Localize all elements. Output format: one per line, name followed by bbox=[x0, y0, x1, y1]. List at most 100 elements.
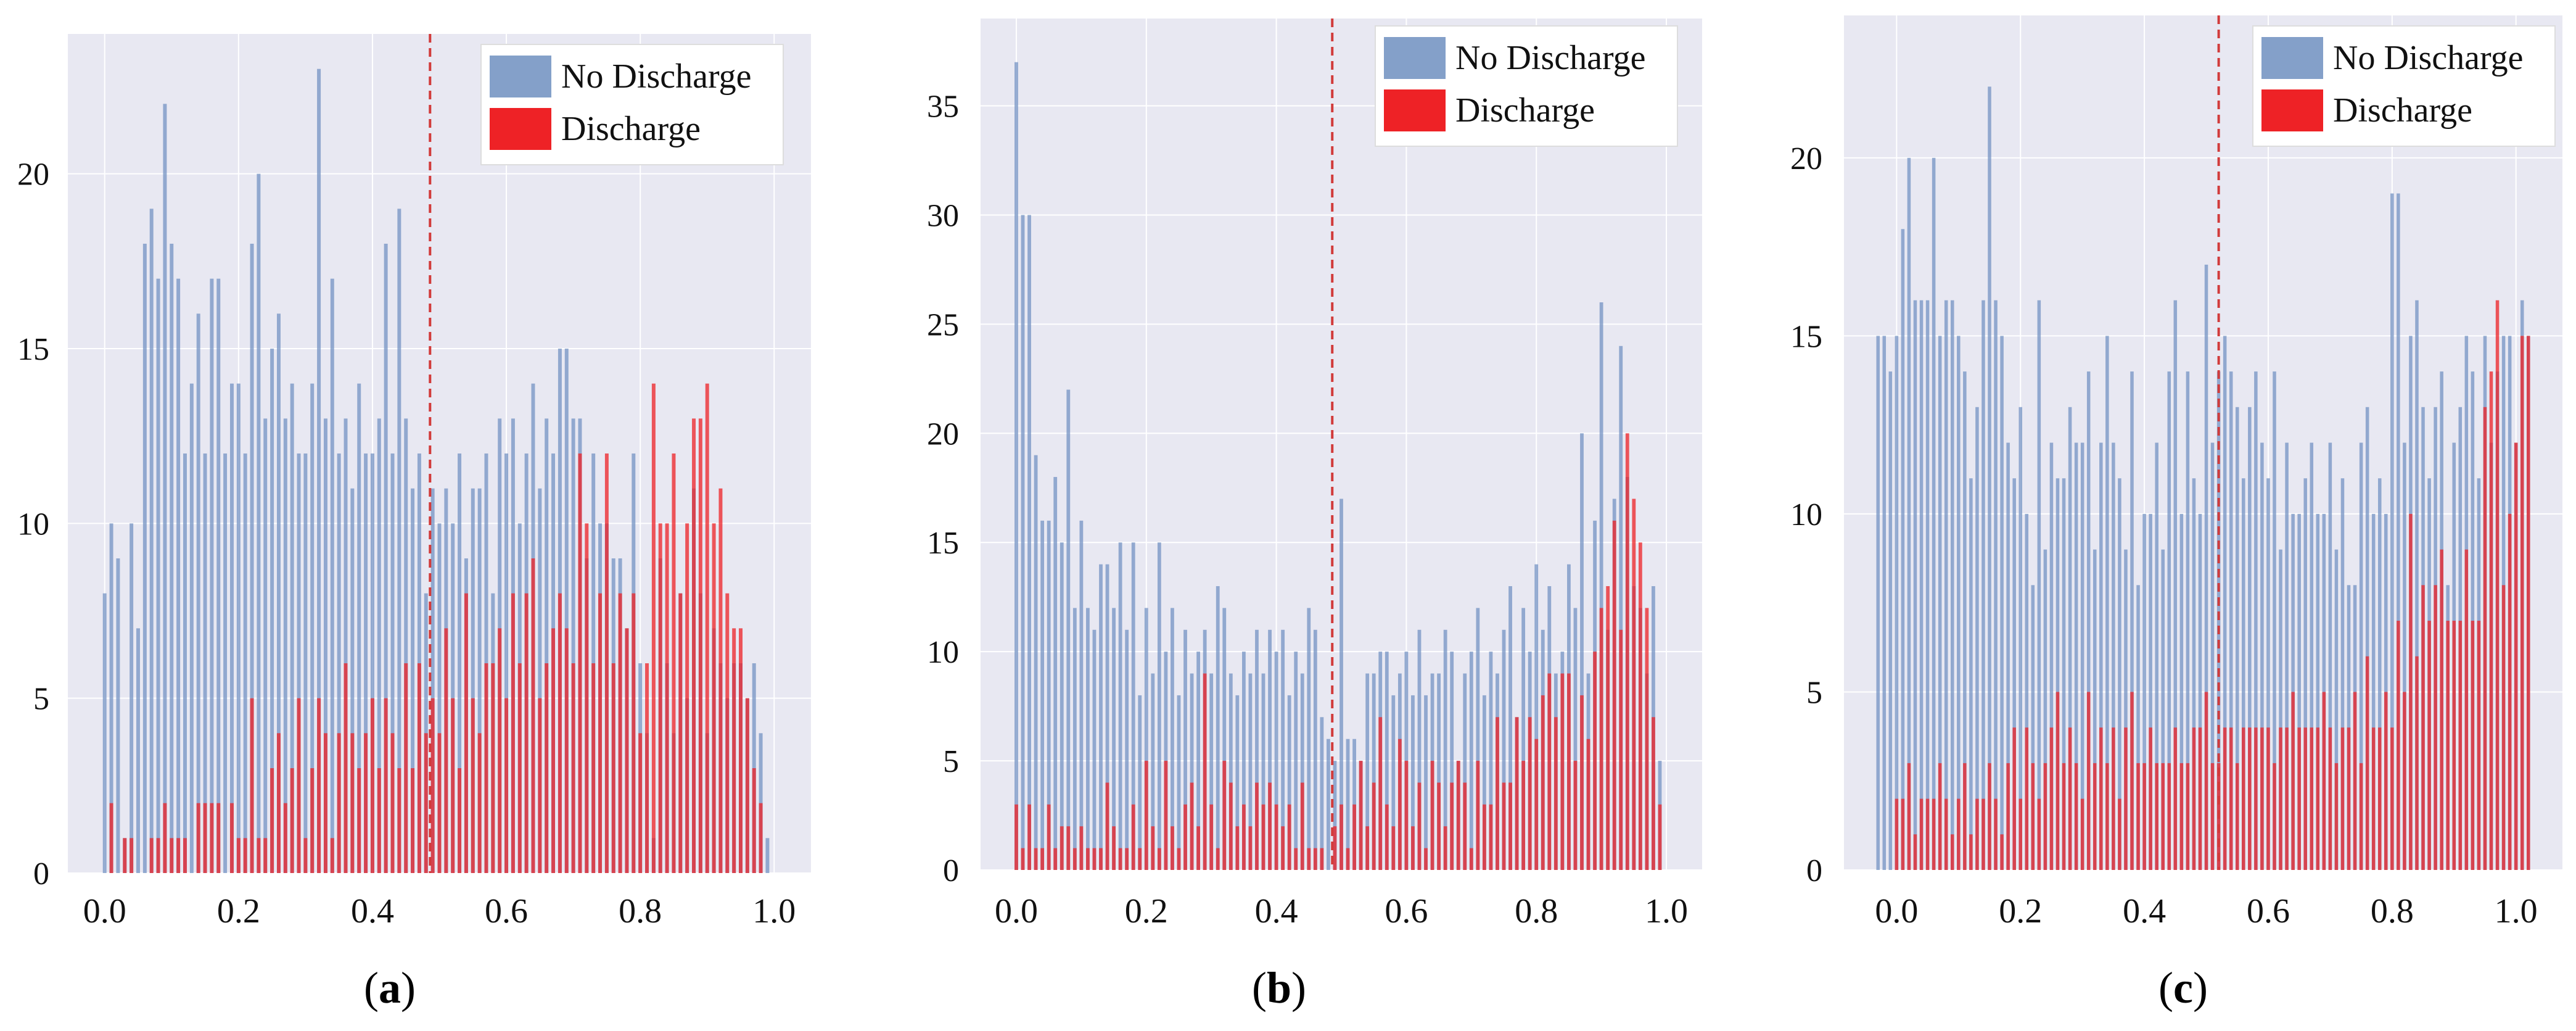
bar-c-no-discharge-2 bbox=[1888, 371, 1893, 870]
bar-b-no-discharge-69 bbox=[1463, 673, 1467, 870]
bar-c-discharge-83 bbox=[2390, 727, 2394, 870]
bar-a-discharge-86 bbox=[678, 593, 683, 873]
bar-a-discharge-40 bbox=[370, 698, 374, 873]
bar-b-discharge-35 bbox=[1241, 804, 1246, 870]
bar-a-no-discharge-14 bbox=[196, 313, 200, 873]
bar-a-no-discharge-19 bbox=[229, 383, 234, 873]
series-a-discharge bbox=[109, 383, 763, 873]
bar-a-no-discharge-42 bbox=[384, 244, 388, 873]
bar-a-no-discharge-20 bbox=[236, 383, 241, 873]
bar-a-discharge-79 bbox=[632, 593, 636, 873]
bar-b-discharge-97 bbox=[1645, 608, 1649, 870]
bar-a-discharge-88 bbox=[692, 418, 696, 873]
x-tick-label-a-5: 1.0 bbox=[752, 892, 796, 930]
bar-c-discharge-27 bbox=[2043, 763, 2047, 870]
bar-b-discharge-79 bbox=[1528, 717, 1532, 870]
bar-b-discharge-70 bbox=[1469, 848, 1473, 870]
y-tick-label-a-2: 10 bbox=[17, 507, 49, 542]
bar-c-discharge-15 bbox=[1969, 834, 1973, 870]
x-tick-label-b-4: 0.8 bbox=[1515, 892, 1558, 930]
bar-c-discharge-35 bbox=[2092, 763, 2097, 870]
bar-c-no-discharge-18 bbox=[1988, 86, 1991, 871]
bar-a-no-discharge-45 bbox=[404, 418, 408, 873]
bar-c-no-discharge-56 bbox=[2223, 336, 2227, 870]
bar-c-no-discharge-6 bbox=[1913, 300, 1917, 871]
bar-a-no-discharge-6 bbox=[142, 244, 147, 873]
bar-c-discharge-84 bbox=[2397, 621, 2400, 870]
bar-b-no-discharge-47 bbox=[1320, 717, 1324, 870]
bar-b-no-discharge-5 bbox=[1047, 520, 1051, 870]
bar-a-discharge-73 bbox=[591, 663, 596, 873]
bar-a-discharge-7 bbox=[149, 838, 154, 873]
bar-a-discharge-98 bbox=[759, 803, 763, 873]
bar-b-discharge-71 bbox=[1476, 761, 1480, 870]
bar-a-no-discharge-13 bbox=[189, 383, 194, 873]
bar-c-no-discharge-60 bbox=[2248, 407, 2252, 870]
bar-a-discharge-9 bbox=[163, 803, 167, 873]
bar-a-discharge-84 bbox=[665, 523, 669, 873]
bar-c-no-discharge-87 bbox=[2415, 300, 2419, 871]
legend-c: No Discharge Discharge bbox=[2252, 25, 2556, 147]
series-c-discharge bbox=[1895, 300, 2530, 871]
bar-c-discharge-89 bbox=[2427, 621, 2431, 870]
bar-c-no-discharge-30 bbox=[2062, 478, 2066, 870]
bar-b-no-discharge-35 bbox=[1241, 652, 1246, 870]
bar-a-discharge-1 bbox=[109, 803, 113, 873]
bar-c-no-discharge-66 bbox=[2285, 442, 2289, 870]
bar-a-no-discharge-16 bbox=[210, 278, 214, 874]
bar-c-no-discharge-17 bbox=[1981, 300, 1985, 871]
bar-a-no-discharge-29 bbox=[297, 453, 301, 873]
caption-b: (b) bbox=[1252, 963, 1307, 1012]
bar-b-no-discharge-72 bbox=[1482, 695, 1486, 870]
bar-c-discharge-41 bbox=[2130, 692, 2134, 870]
bar-c-discharge-54 bbox=[2210, 763, 2215, 870]
bar-a-discharge-10 bbox=[170, 838, 174, 873]
bar-b-no-discharge-27 bbox=[1190, 673, 1194, 870]
bar-b-no-discharge-1 bbox=[1021, 215, 1025, 870]
bar-b-discharge-56 bbox=[1378, 717, 1383, 870]
bar-c-no-discharge-64 bbox=[2273, 371, 2276, 870]
bar-c-no-discharge-40 bbox=[2124, 549, 2128, 870]
bar-b-discharge-34 bbox=[1235, 826, 1240, 870]
y-tick-label-b-0: 0 bbox=[943, 853, 959, 888]
bar-a-no-discharge-28 bbox=[290, 383, 294, 873]
bar-a-discharge-4 bbox=[130, 838, 134, 873]
bar-a-no-discharge-65 bbox=[538, 488, 542, 873]
bar-b-discharge-1 bbox=[1021, 848, 1025, 870]
bar-a-discharge-3 bbox=[123, 838, 127, 873]
y-tick-label-a-0: 0 bbox=[33, 856, 49, 892]
bar-a-discharge-27 bbox=[283, 803, 287, 873]
bar-c-no-discharge-45 bbox=[2155, 442, 2158, 870]
bar-c-discharge-6 bbox=[1913, 834, 1917, 870]
bar-c-no-discharge-27 bbox=[2043, 549, 2047, 870]
bar-a-discharge-67 bbox=[551, 628, 556, 873]
bar-c-discharge-36 bbox=[2099, 727, 2103, 870]
bar-b-discharge-72 bbox=[1482, 804, 1486, 870]
bar-c-no-discharge-55 bbox=[2216, 371, 2221, 870]
bar-b-discharge-24 bbox=[1171, 826, 1174, 870]
bar-c-no-discharge-58 bbox=[2235, 407, 2239, 870]
bar-b-no-discharge-3 bbox=[1034, 455, 1038, 870]
bar-c-no-discharge-47 bbox=[2167, 371, 2171, 870]
caption-a: (a) bbox=[364, 963, 416, 1012]
bar-c-discharge-52 bbox=[2198, 727, 2202, 870]
bar-b-discharge-3 bbox=[1034, 848, 1038, 870]
bar-b-discharge-55 bbox=[1372, 782, 1376, 870]
bar-a-no-discharge-18 bbox=[223, 453, 228, 873]
bar-c-no-discharge-1 bbox=[1882, 336, 1887, 870]
bar-a-discharge-59 bbox=[498, 628, 502, 873]
bar-a-discharge-39 bbox=[364, 733, 368, 873]
bar-b-no-discharge-10 bbox=[1079, 520, 1084, 870]
y-tick-label-b-6: 30 bbox=[927, 198, 959, 233]
bar-b-discharge-41 bbox=[1281, 826, 1285, 870]
bar-a-no-discharge-32 bbox=[317, 68, 321, 874]
bar-b-discharge-21 bbox=[1151, 826, 1155, 870]
bar-c-discharge-24 bbox=[2025, 727, 2029, 870]
bar-a-discharge-46 bbox=[411, 768, 415, 873]
bar-a-no-discharge-11 bbox=[176, 278, 181, 874]
bar-b-discharge-13 bbox=[1099, 848, 1103, 870]
x-tick-label-c-4: 0.8 bbox=[2371, 892, 2414, 930]
bar-c-discharge-48 bbox=[2173, 727, 2178, 870]
bar-c-discharge-72 bbox=[2322, 692, 2326, 870]
bar-a-discharge-95 bbox=[739, 628, 743, 873]
